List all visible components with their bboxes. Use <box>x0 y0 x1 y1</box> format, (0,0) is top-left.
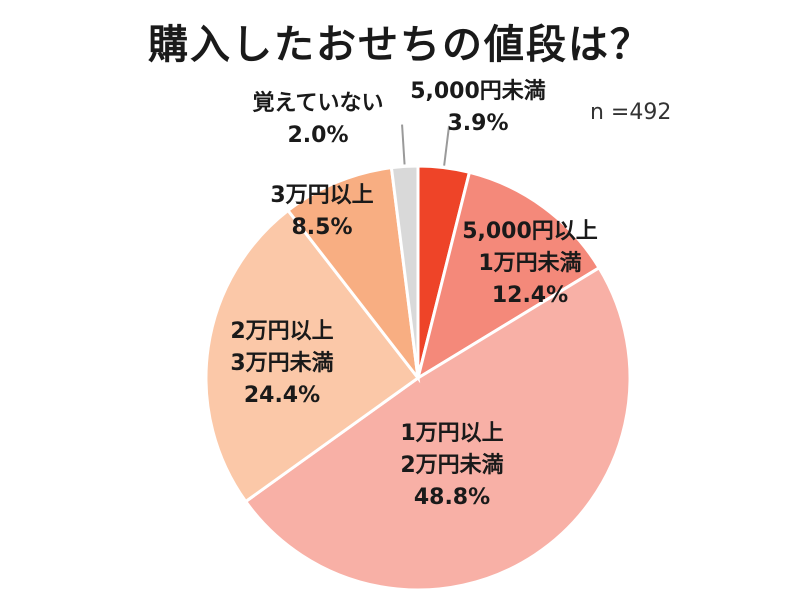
slice-label-2: 1万円以上 2万円未満 48.8% <box>400 421 503 510</box>
slice-label-1: 5,000円以上 1万円未満 12.4% <box>462 219 598 308</box>
pie-slice-1 <box>415 170 602 382</box>
pie-slice-2 <box>243 265 632 592</box>
slice-value-label: 8.5% <box>291 215 352 240</box>
slice-category-label: 3万円以上 <box>270 183 373 208</box>
pie-slice-3 <box>204 208 421 504</box>
slice-category-label: 1万円未満 <box>478 250 581 276</box>
slice-category-label: 5,000円未満 <box>410 78 546 104</box>
slice-category-label: 覚えていない <box>253 90 384 116</box>
slice-value-label: 12.4% <box>492 283 568 308</box>
slice-value-label: 3.9% <box>447 111 508 136</box>
slice-category-label: 1万円以上 <box>400 421 503 446</box>
leader-line-5 <box>401 124 406 165</box>
slice-label-3: 2万円以上 3万円未満 24.4% <box>230 319 333 408</box>
leader-line-0 <box>443 125 451 166</box>
slice-category-label: 2万円未満 <box>400 452 503 478</box>
slice-category-label: 3万円未満 <box>230 350 333 376</box>
sample-size-label: n =492 <box>590 100 672 125</box>
slice-label-4: 3万円以上 8.5% <box>270 183 373 240</box>
slice-label-5: 覚えていない 2.0% <box>253 90 384 148</box>
slice-category-label: 2万円以上 <box>230 319 333 344</box>
pie-slice-4 <box>285 165 421 384</box>
slice-value-label: 24.4% <box>244 383 320 408</box>
chart-title: 購入したおせちの値段は？ <box>148 22 652 68</box>
slice-value-label: 2.0% <box>287 123 348 148</box>
slice-label-0: 5,000円未満 3.9% <box>410 78 546 136</box>
slice-value-label: 48.8% <box>414 485 490 510</box>
pie-slice-5 <box>389 164 420 379</box>
slice-category-label: 5,000円以上 <box>462 219 598 244</box>
